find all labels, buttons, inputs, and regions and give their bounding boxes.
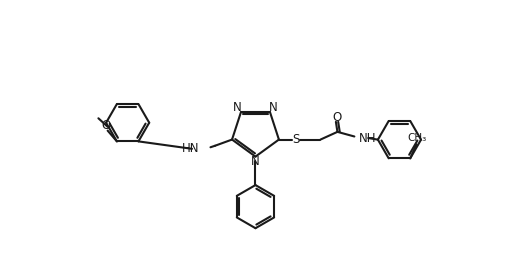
Text: N: N bbox=[250, 155, 260, 169]
Text: O: O bbox=[331, 111, 340, 124]
Text: N: N bbox=[232, 101, 241, 114]
Text: CH₃: CH₃ bbox=[407, 133, 426, 143]
Text: S: S bbox=[291, 133, 299, 146]
Text: N: N bbox=[269, 101, 277, 114]
Text: HN: HN bbox=[182, 142, 199, 155]
Text: NH: NH bbox=[358, 132, 376, 145]
Text: O: O bbox=[102, 119, 111, 132]
